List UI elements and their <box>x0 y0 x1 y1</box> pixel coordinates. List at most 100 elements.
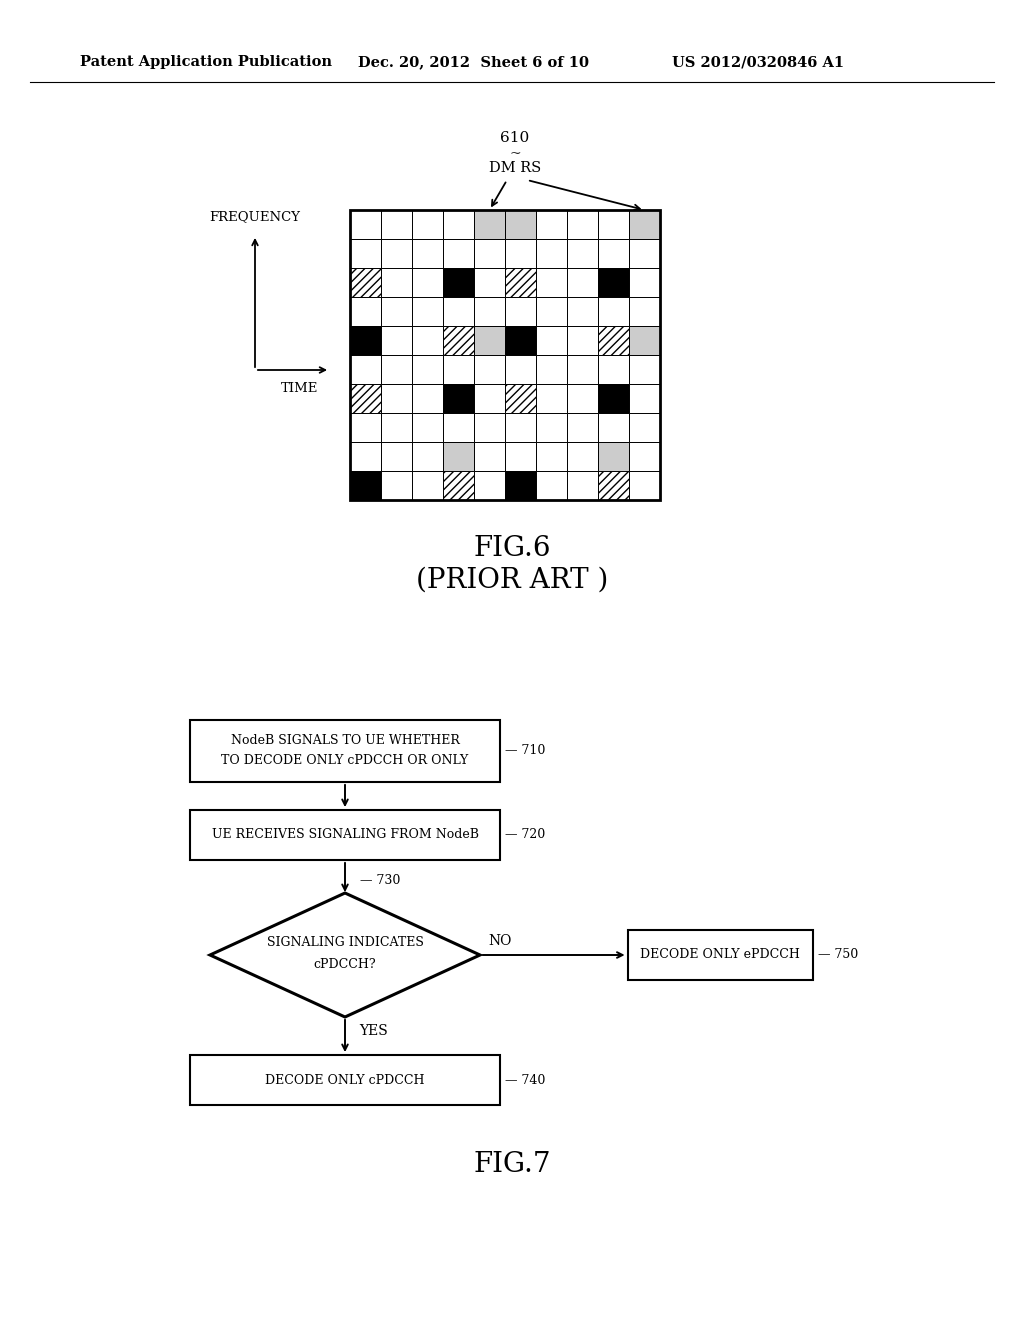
Bar <box>629 471 660 500</box>
Bar <box>567 471 598 500</box>
Bar <box>412 268 443 297</box>
Bar <box>350 210 660 500</box>
Bar <box>629 384 660 413</box>
Bar <box>505 297 536 326</box>
Bar <box>381 471 412 500</box>
Bar <box>381 268 412 297</box>
Bar <box>536 268 567 297</box>
Bar <box>505 413 536 442</box>
Bar <box>567 268 598 297</box>
Bar <box>350 413 381 442</box>
Text: DECODE ONLY cPDCCH: DECODE ONLY cPDCCH <box>265 1073 425 1086</box>
Bar <box>598 442 629 471</box>
Bar <box>567 355 598 384</box>
Bar <box>598 239 629 268</box>
Bar <box>474 442 505 471</box>
Bar <box>350 239 381 268</box>
Bar <box>536 471 567 500</box>
Bar <box>412 413 443 442</box>
Bar <box>598 268 629 297</box>
Bar <box>629 268 660 297</box>
Bar <box>190 1055 500 1105</box>
Bar <box>567 384 598 413</box>
Bar <box>412 297 443 326</box>
Text: FREQUENCY: FREQUENCY <box>210 210 300 223</box>
Bar <box>536 239 567 268</box>
Bar <box>474 355 505 384</box>
Bar <box>505 210 536 239</box>
Bar <box>350 326 381 355</box>
Bar <box>474 326 505 355</box>
Bar <box>381 355 412 384</box>
Bar <box>536 384 567 413</box>
Bar <box>474 297 505 326</box>
Bar <box>598 297 629 326</box>
Bar <box>381 384 412 413</box>
Bar <box>536 210 567 239</box>
Text: — 740: — 740 <box>505 1073 546 1086</box>
Bar <box>350 297 381 326</box>
Bar <box>412 239 443 268</box>
Bar <box>381 297 412 326</box>
Bar <box>629 442 660 471</box>
Bar <box>350 355 381 384</box>
Bar <box>536 413 567 442</box>
Bar <box>412 326 443 355</box>
Bar <box>598 355 629 384</box>
Polygon shape <box>210 894 480 1016</box>
Bar <box>598 384 629 413</box>
Text: — 710: — 710 <box>505 744 546 758</box>
Bar <box>505 355 536 384</box>
Bar <box>443 239 474 268</box>
Text: DECODE ONLY ePDCCH: DECODE ONLY ePDCCH <box>640 949 800 961</box>
Bar <box>505 384 536 413</box>
Bar <box>443 384 474 413</box>
Bar <box>474 413 505 442</box>
Bar <box>629 355 660 384</box>
Bar <box>629 326 660 355</box>
Bar <box>381 413 412 442</box>
Bar <box>505 442 536 471</box>
Bar <box>567 326 598 355</box>
Text: UE RECEIVES SIGNALING FROM NodeB: UE RECEIVES SIGNALING FROM NodeB <box>212 829 478 842</box>
Bar <box>629 239 660 268</box>
Bar <box>598 210 629 239</box>
Bar <box>536 326 567 355</box>
Bar <box>536 355 567 384</box>
Bar <box>381 326 412 355</box>
Bar <box>412 442 443 471</box>
Bar <box>598 413 629 442</box>
Bar <box>598 471 629 500</box>
Text: US 2012/0320846 A1: US 2012/0320846 A1 <box>672 55 844 69</box>
Bar <box>567 239 598 268</box>
Text: NodeB SIGNALS TO UE WHETHER: NodeB SIGNALS TO UE WHETHER <box>230 734 460 747</box>
Text: TIME: TIME <box>282 381 318 395</box>
Bar <box>190 810 500 861</box>
Text: FIG.7: FIG.7 <box>473 1151 551 1179</box>
Bar <box>474 471 505 500</box>
Bar <box>474 210 505 239</box>
Bar <box>629 297 660 326</box>
Bar <box>474 268 505 297</box>
Bar <box>474 384 505 413</box>
Text: Dec. 20, 2012  Sheet 6 of 10: Dec. 20, 2012 Sheet 6 of 10 <box>358 55 589 69</box>
Text: YES: YES <box>359 1024 388 1038</box>
Text: ~: ~ <box>509 147 521 161</box>
Bar <box>443 297 474 326</box>
Bar <box>567 210 598 239</box>
Text: 610: 610 <box>501 131 529 145</box>
Bar <box>350 268 381 297</box>
Text: TO DECODE ONLY cPDCCH OR ONLY: TO DECODE ONLY cPDCCH OR ONLY <box>221 755 469 767</box>
Bar <box>412 210 443 239</box>
Bar <box>536 442 567 471</box>
Text: — 720: — 720 <box>505 829 545 842</box>
Bar <box>443 355 474 384</box>
Bar <box>412 355 443 384</box>
Text: DM RS: DM RS <box>488 161 541 176</box>
Bar <box>443 326 474 355</box>
Bar <box>567 413 598 442</box>
Bar <box>381 210 412 239</box>
Bar <box>567 297 598 326</box>
Text: — 750: — 750 <box>817 949 858 961</box>
Bar <box>381 442 412 471</box>
